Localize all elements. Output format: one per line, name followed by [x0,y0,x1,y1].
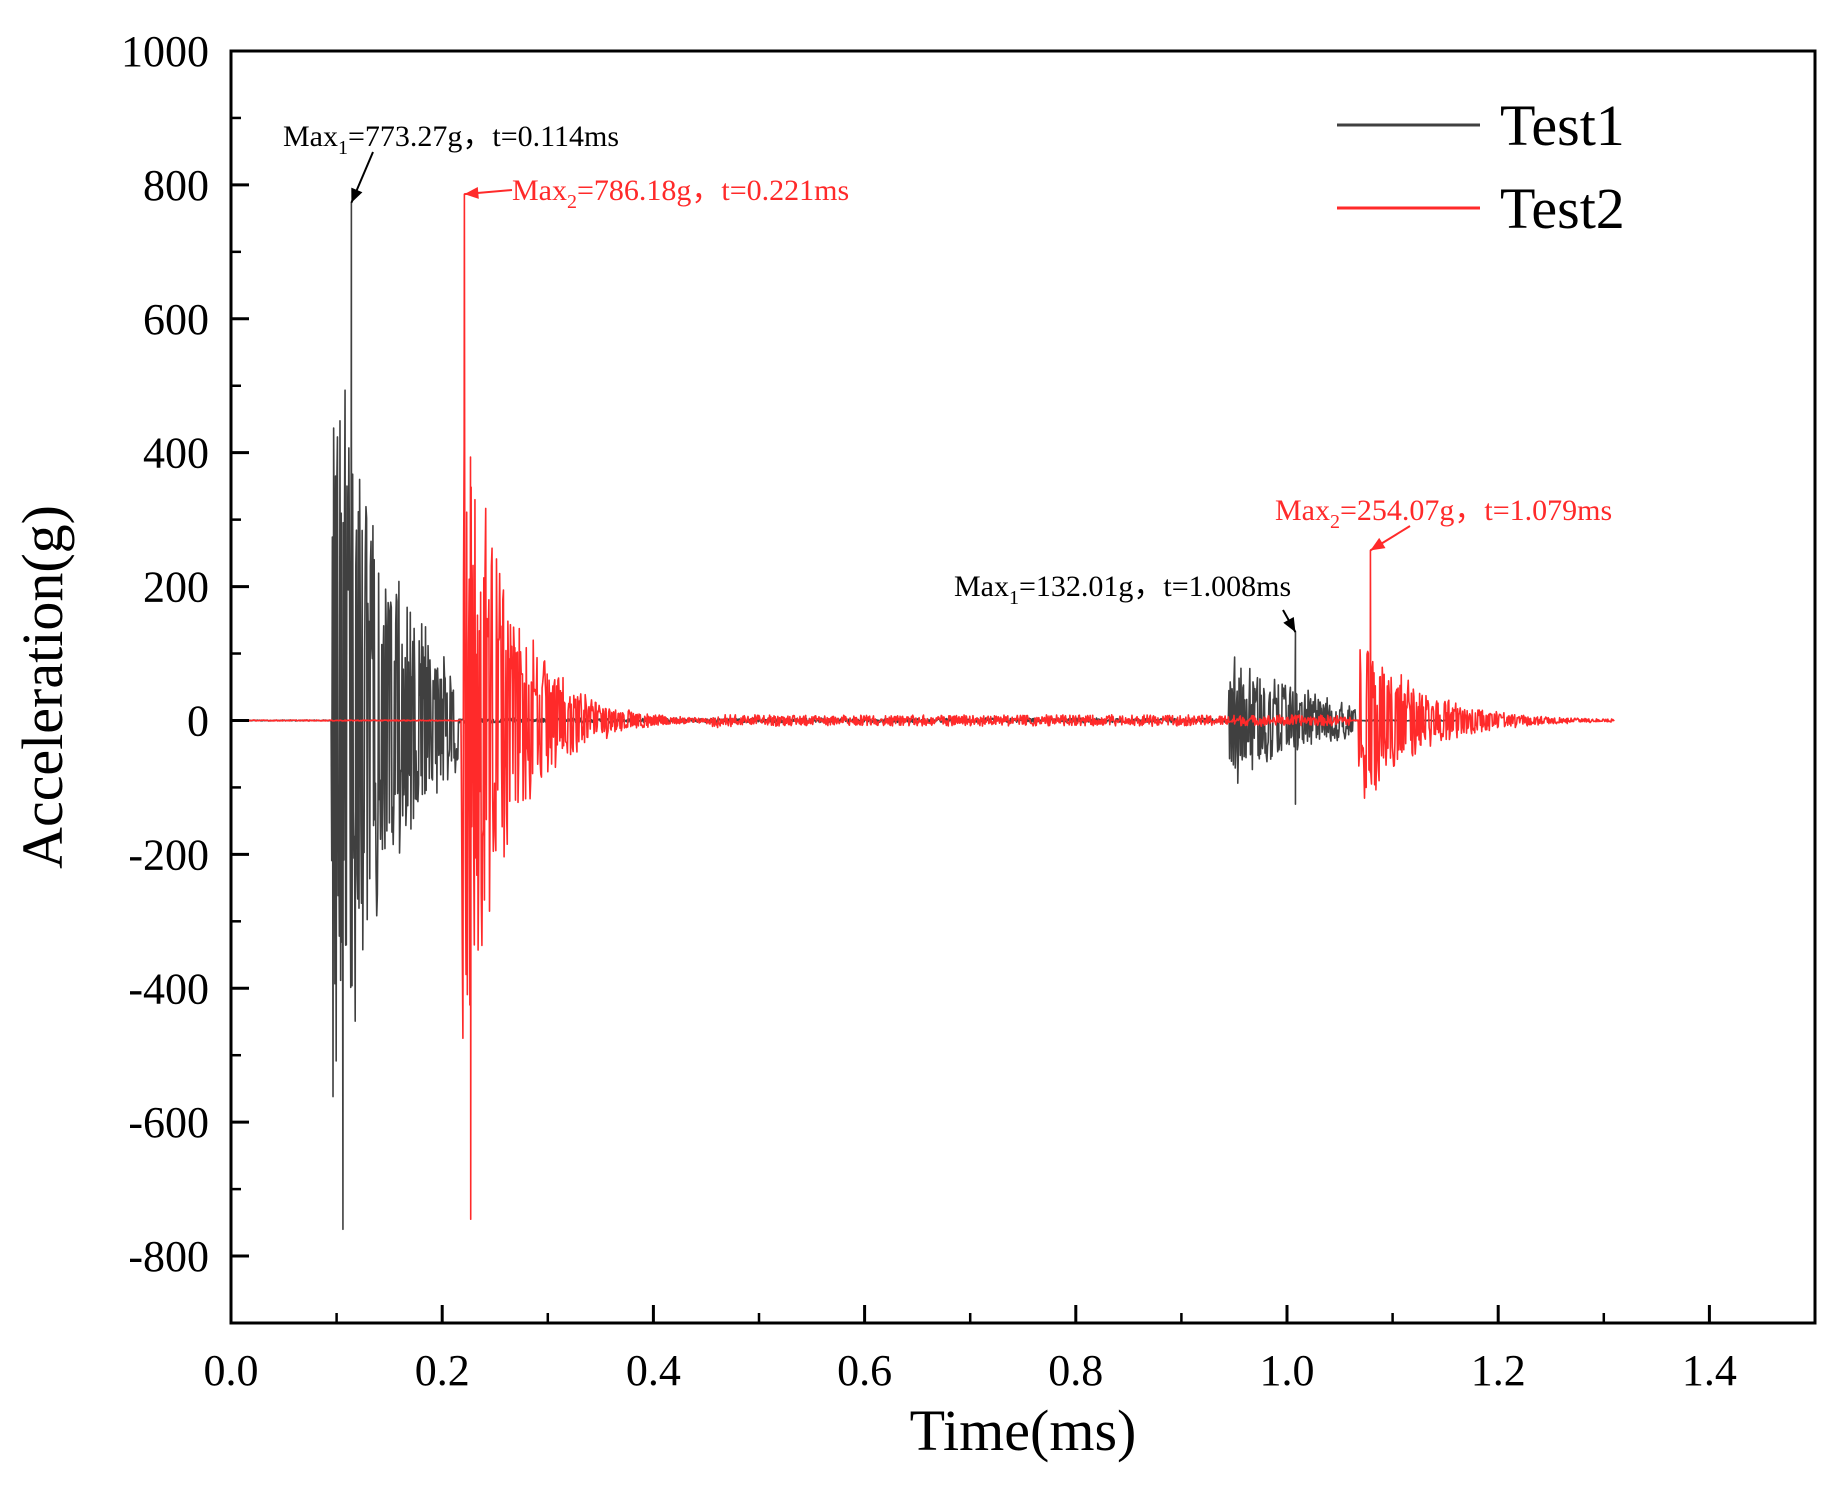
y-tick-label: 400 [143,429,209,478]
annotation-max2-a: Max2=786.18g，t=0.221ms [464,174,849,213]
legend: Test1 Test2 [1337,93,1625,241]
annotation-text: Max2=254.07g，t=1.079ms [1275,494,1612,533]
x-axis-title: Time(ms) [910,1398,1137,1463]
annotation-prefix: Max [1275,494,1330,527]
x-tick-label: 1.4 [1682,1346,1737,1395]
y-tick-label: 800 [143,161,209,210]
x-tick-label: 1.2 [1471,1346,1526,1395]
y-tick-label: -800 [128,1232,209,1281]
annotation-text: Max1=132.01g，t=1.008ms [954,570,1291,609]
y-tick-label: -600 [128,1098,209,1147]
annotation-max2-b: Max2=254.07g，t=1.079ms [1275,494,1612,552]
y-tick-label: -200 [128,830,209,879]
annotation-value: =786.18g，t=0.221ms [577,174,849,207]
annotation-subscript: 2 [1330,511,1340,533]
plot-frame [229,49,1817,1325]
annotation-value: =773.27g，t=0.114ms [348,120,619,153]
x-tick-label: 0.6 [837,1346,892,1395]
annotation-arrow-head [1370,537,1386,551]
annotation-value: =254.07g，t=1.079ms [1340,494,1612,527]
annotation-text: Max1=773.27g，t=0.114ms [283,120,619,159]
annotation-text: Max2=786.18g，t=0.221ms [512,174,849,213]
y-tick-label: 1000 [121,27,209,76]
x-tick-label: 1.0 [1260,1346,1315,1395]
annotation-prefix: Max [512,174,567,207]
annotation-arrow-head [464,187,479,199]
y-tick-label: 0 [187,696,209,745]
y-tick-label: 200 [143,563,209,612]
annotation-subscript: 2 [567,191,577,213]
series-line-test2 [230,193,1615,1221]
annotation-subscript: 1 [1009,587,1019,609]
series-layer [230,193,1615,1231]
x-tick-label: 0.0 [204,1346,259,1395]
y-tick-label: -400 [128,964,209,1013]
x-tick-label: 0.8 [1048,1346,1103,1395]
annotation-max1-a: Max1=773.27g，t=0.114ms [283,120,619,204]
x-tick-label: 0.2 [415,1346,470,1395]
annotation-max1-b: Max1=132.01g，t=1.008ms [954,570,1297,633]
y-axis-title: Acceleration(g) [10,505,75,869]
annotations-layer: Max1=773.27g，t=0.114msMax2=786.18g，t=0.2… [283,120,1612,633]
annotation-arrow-head [1283,617,1296,633]
annotation-value: =132.01g，t=1.008ms [1019,570,1291,603]
legend-label-test2: Test2 [1500,176,1625,241]
y-tick-label: 600 [143,295,209,344]
legend-label-test1: Test1 [1500,93,1625,158]
x-tick-label: 0.4 [626,1346,681,1395]
annotation-subscript: 1 [338,137,348,159]
annotation-prefix: Max [954,570,1009,603]
annotation-arrow-head [351,187,363,203]
annotation-prefix: Max [283,120,338,153]
ticks-layer: 0.0 0.2 0.4 0.6 0.8 1.0 1.2 1.4 -800 -600 -400 -200… [121,27,1737,1395]
